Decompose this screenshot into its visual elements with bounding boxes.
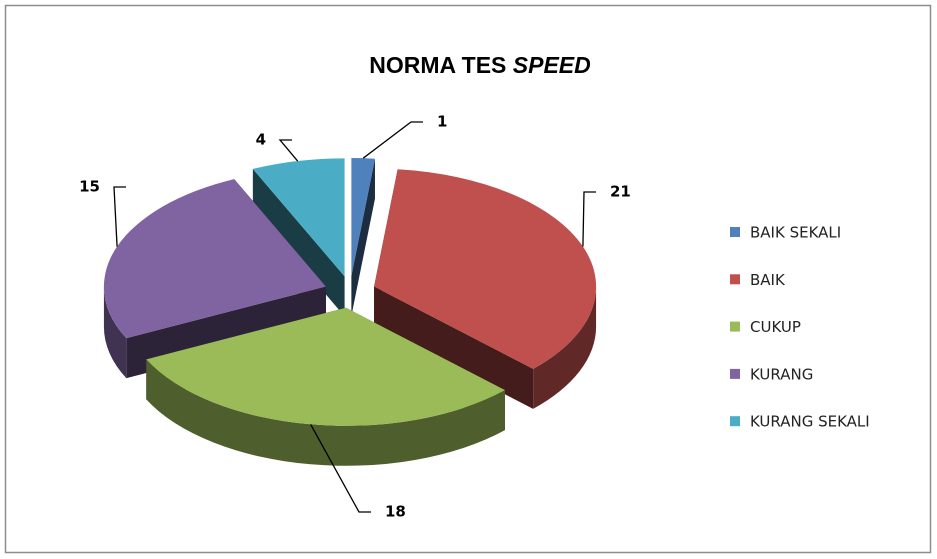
- slice-side: [374, 286, 534, 409]
- slice-side: [252, 168, 345, 317]
- slice-top: [146, 307, 505, 426]
- leader-line: [310, 423, 371, 513]
- data-label: 4: [256, 131, 266, 149]
- legend-label: CUKUP: [750, 318, 801, 336]
- leader-line: [278, 139, 299, 162]
- slice-top: [374, 169, 597, 369]
- legend-label: BAIK: [750, 271, 786, 289]
- pie-slice: [351, 158, 375, 317]
- slice-side: [351, 158, 375, 317]
- legend-label: KURANG SEKALI: [750, 413, 870, 431]
- slice-wall: [146, 359, 505, 466]
- data-label: 1: [437, 113, 447, 131]
- leader-line: [113, 186, 126, 247]
- legend-label: KURANG: [750, 365, 813, 383]
- pie-slice: [146, 307, 505, 466]
- data-label: 21: [610, 183, 631, 201]
- data-label: 15: [79, 178, 100, 196]
- slice-wall: [533, 286, 597, 409]
- data-label: 18: [385, 503, 406, 521]
- slice-top: [351, 158, 375, 277]
- legend-swatch: [730, 321, 740, 332]
- slice-wall: [103, 286, 127, 379]
- legend-swatch: [730, 368, 740, 379]
- legend-swatch: [730, 416, 740, 427]
- leader-line: [582, 191, 596, 247]
- leader-line: [362, 121, 423, 159]
- legend-swatch: [730, 274, 740, 285]
- pie-slice: [374, 169, 597, 409]
- pie-slice: [252, 158, 345, 317]
- slice-top: [252, 158, 345, 277]
- chart-title: NORMA TES SPEED: [369, 52, 591, 78]
- slice-top: [103, 179, 326, 339]
- legend-label: BAIK SEKALI: [750, 224, 841, 242]
- legend-swatch: [730, 227, 740, 237]
